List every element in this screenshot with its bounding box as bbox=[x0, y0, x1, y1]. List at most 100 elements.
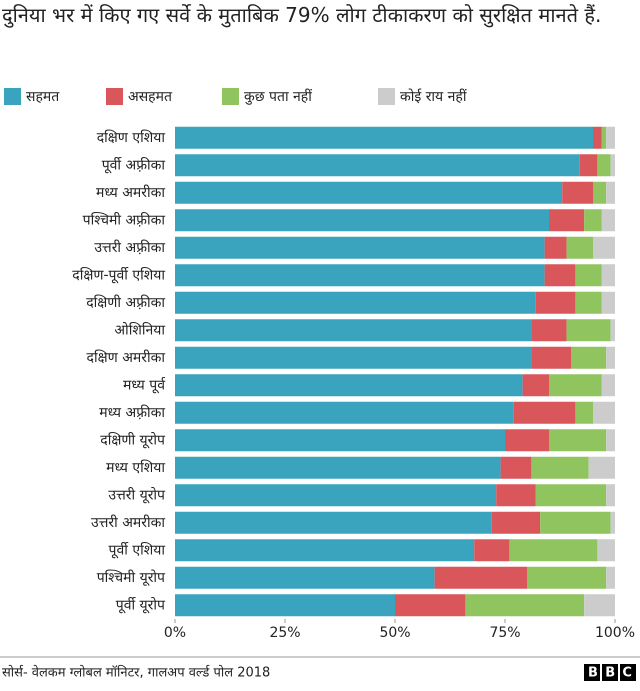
bar-segment bbox=[606, 126, 615, 149]
y-tick-label: उत्तरी अफ़्रीका bbox=[94, 239, 165, 256]
bar-segment bbox=[549, 374, 602, 397]
y-tick-label: दक्षिणी अफ़्रीका bbox=[86, 294, 165, 311]
bar-segment bbox=[597, 539, 615, 562]
x-tick-label: 25% bbox=[269, 625, 300, 641]
y-tick-label: पूर्वी एशिया bbox=[109, 541, 166, 558]
bar-segment bbox=[535, 291, 576, 314]
bar-segment bbox=[601, 264, 615, 287]
bar-segment bbox=[544, 236, 567, 259]
bar-segment bbox=[522, 374, 549, 397]
legend-swatch bbox=[4, 88, 21, 105]
bar-segment bbox=[175, 346, 532, 369]
bar-segment bbox=[175, 291, 536, 314]
bar-segment bbox=[500, 456, 532, 479]
y-tick-label: पश्चिमी यूरोप bbox=[97, 569, 166, 586]
y-tick-label: दक्षिण-पूर्वी एशिया bbox=[72, 266, 165, 283]
y-tick-label: ओशिनिया bbox=[114, 321, 165, 338]
bar-segment bbox=[474, 539, 510, 562]
bar-segment bbox=[513, 401, 576, 424]
bar-segment bbox=[175, 154, 580, 177]
source: सोर्स- वेलकम ग्लोबल मॉनिटर, गालअप वर्ल्ड… bbox=[2, 665, 270, 681]
bar-segment bbox=[491, 511, 541, 534]
bar-segment bbox=[593, 236, 615, 259]
bar-segment bbox=[584, 209, 602, 232]
bar-segment bbox=[175, 429, 505, 452]
bar-segment bbox=[575, 401, 593, 424]
bar-segment bbox=[531, 319, 567, 342]
bar-segment bbox=[606, 181, 615, 204]
bar-segment bbox=[395, 594, 466, 617]
logo-block bbox=[602, 664, 618, 681]
y-tick-label: मध्य एशिया bbox=[106, 459, 165, 476]
bar-segment bbox=[606, 484, 615, 507]
bar-segment bbox=[562, 181, 593, 204]
bar-segment bbox=[610, 319, 615, 342]
bar-segment bbox=[575, 264, 602, 287]
bar-segment bbox=[175, 181, 563, 204]
bar-segment bbox=[610, 511, 615, 534]
bar-segment bbox=[601, 126, 607, 149]
bar-segment bbox=[610, 154, 615, 177]
bar-segment bbox=[601, 374, 615, 397]
bar-segment bbox=[465, 594, 585, 617]
x-tick-label: 75% bbox=[489, 625, 520, 641]
bar-segment bbox=[496, 484, 536, 507]
legend-swatch bbox=[106, 88, 123, 105]
bar-segment bbox=[597, 154, 611, 177]
bar-segment bbox=[535, 484, 607, 507]
legend-label: कुछ पता नहीं bbox=[244, 88, 312, 105]
bar-segment bbox=[588, 456, 615, 479]
bar-segment bbox=[579, 154, 598, 177]
bar-segment bbox=[606, 566, 615, 589]
x-tick-label: 0% bbox=[164, 625, 186, 641]
bar-segment bbox=[571, 346, 607, 369]
bar-segment bbox=[175, 594, 395, 617]
bar-segment bbox=[549, 429, 607, 452]
bar-segment bbox=[175, 456, 501, 479]
bar-segment bbox=[540, 511, 611, 534]
bar-segment bbox=[175, 209, 549, 232]
legend-label: सहमत bbox=[26, 89, 60, 105]
y-tick-label: दक्षिणी यूरोप bbox=[100, 431, 166, 448]
y-tick-label: मध्य पूर्व bbox=[123, 376, 166, 393]
logo-block bbox=[584, 664, 600, 681]
y-tick-label: पश्चिमी अफ़्रीका bbox=[83, 211, 166, 228]
y-tick-label: दक्षिण एशिया bbox=[97, 129, 166, 146]
bar-segment bbox=[175, 236, 545, 259]
bar-segment bbox=[601, 291, 615, 314]
y-tick-label: दक्षिण अमरीका bbox=[87, 349, 166, 366]
bar-segment bbox=[584, 594, 615, 617]
y-tick-label: मध्य अफ़्रीका bbox=[99, 404, 165, 421]
bar-segment bbox=[606, 429, 615, 452]
bar-segment bbox=[175, 539, 475, 562]
bar-segment bbox=[593, 181, 607, 204]
bar-segment bbox=[549, 209, 585, 232]
y-tick-label: मध्य अमरीका bbox=[96, 184, 165, 201]
bar-segment bbox=[575, 291, 602, 314]
bar-segment bbox=[175, 484, 497, 507]
bar-segment bbox=[175, 264, 545, 287]
logo-text: BBC bbox=[588, 666, 639, 681]
legend-swatch bbox=[378, 88, 395, 105]
chart-title: दुनिया भर में किए गए सर्वे के मुताबिक 79… bbox=[2, 3, 602, 27]
y-tick-label: उत्तरी यूरोप bbox=[108, 486, 166, 503]
bar-segment bbox=[175, 126, 593, 149]
legend-label: कोई राय नहीं bbox=[400, 88, 467, 105]
x-tick-label: 100% bbox=[595, 625, 635, 641]
bar-segment bbox=[593, 126, 602, 149]
bar-segment bbox=[175, 374, 523, 397]
y-tick-label: उत्तरी अमरीका bbox=[91, 514, 165, 531]
bar-segment bbox=[175, 401, 514, 424]
bar-segment bbox=[593, 401, 615, 424]
bar-segment bbox=[175, 511, 492, 534]
bar-segment bbox=[531, 346, 571, 369]
bar-segment bbox=[434, 566, 527, 589]
bbc-logo: BBC bbox=[584, 664, 639, 681]
x-tick-label: 50% bbox=[379, 625, 410, 641]
bar-segment bbox=[509, 539, 598, 562]
bar-segment bbox=[531, 456, 589, 479]
bar-segment bbox=[566, 236, 593, 259]
logo-block bbox=[620, 664, 636, 681]
